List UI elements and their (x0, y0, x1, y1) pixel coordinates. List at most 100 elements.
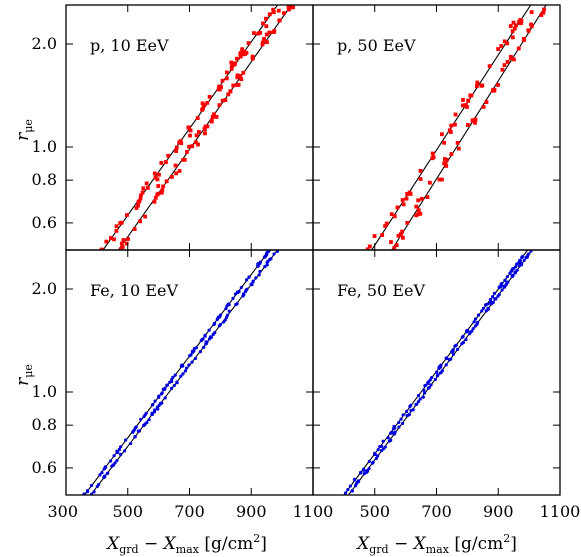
data-point (489, 302, 494, 306)
data-point (471, 327, 475, 331)
data-point (516, 46, 521, 51)
data-point (430, 156, 435, 161)
data-point (173, 163, 178, 168)
x-label-sup: 2 (503, 532, 510, 545)
data-point (416, 208, 421, 213)
data-point (520, 261, 524, 266)
y-tick-label: 2.0 (32, 279, 57, 298)
y-axis-label-r: r (13, 377, 33, 386)
data-point (271, 7, 276, 12)
data-point (240, 47, 245, 52)
x-label-minus: − X (139, 534, 177, 554)
x-tick-label: 700 (174, 502, 205, 521)
data-point (202, 103, 207, 108)
data-point (286, 5, 291, 8)
data-point (256, 31, 261, 36)
data-point (525, 255, 529, 259)
data-point (203, 131, 207, 136)
data-point (224, 76, 229, 81)
data-point (205, 340, 209, 344)
data-point (455, 347, 460, 351)
data-point (140, 190, 145, 195)
panel-label: p, 10 EeV (90, 36, 169, 55)
y-tick-label: 1.0 (32, 382, 57, 401)
data-point (542, 7, 546, 12)
data-point (406, 413, 410, 417)
data-point (264, 24, 269, 29)
data-point (416, 393, 421, 398)
y-axis-label-bottom: rμe (13, 364, 35, 386)
data-point (262, 37, 266, 41)
data-point (380, 444, 384, 448)
data-point (407, 190, 412, 195)
data-point (505, 41, 510, 46)
data-point (174, 171, 179, 176)
data-point (409, 408, 413, 412)
data-point (514, 23, 518, 28)
data-point (233, 292, 238, 296)
data-point (444, 158, 449, 162)
data-point (517, 264, 522, 268)
data-point (219, 85, 224, 89)
data-point (400, 229, 404, 234)
data-point (153, 175, 158, 180)
data-point (376, 448, 380, 452)
data-point (241, 294, 245, 298)
data-point (251, 280, 255, 284)
data-point (179, 374, 183, 378)
data-point (156, 184, 161, 188)
data-point (131, 430, 135, 434)
panel-1: p, 10 EeV 0.6 0.8 1.0 2.0 (32, 4, 314, 251)
data-point (233, 61, 237, 66)
data-point (418, 211, 423, 216)
data-point (235, 302, 239, 306)
data-point (155, 177, 160, 182)
data-point (442, 157, 447, 161)
data-point (172, 383, 176, 388)
data-point (496, 83, 500, 87)
data-point (276, 8, 281, 13)
data-point (514, 270, 518, 274)
data-point (442, 161, 447, 166)
data-point (511, 20, 516, 25)
data-point (502, 39, 507, 44)
data-point (475, 80, 480, 85)
data-point (124, 438, 128, 442)
data-point (272, 10, 276, 14)
data-point (500, 288, 504, 292)
data-point (260, 42, 265, 47)
x-tick-label: 500 (112, 502, 143, 521)
data-point (444, 363, 448, 367)
data-point (414, 402, 418, 407)
data-point (173, 373, 177, 377)
data-point (464, 337, 468, 342)
data-point (401, 413, 405, 417)
data-point (239, 50, 243, 55)
data-point (243, 52, 247, 56)
data-point (160, 391, 164, 395)
data-point (515, 262, 519, 266)
data-point (271, 30, 276, 34)
data-point (419, 196, 424, 201)
data-point (397, 420, 401, 425)
data-point (497, 292, 501, 297)
data-point (496, 47, 501, 51)
data-point (401, 202, 406, 207)
data-point (226, 92, 231, 97)
data-point (145, 185, 150, 190)
data-point (196, 142, 200, 147)
data-point (187, 144, 191, 149)
data-point (111, 463, 115, 467)
data-point (397, 425, 401, 429)
data-point (418, 177, 423, 181)
x-label-close: ] (260, 534, 267, 554)
data-point (217, 84, 221, 89)
data-point (231, 296, 235, 300)
data-point (511, 267, 515, 271)
data-point (202, 345, 206, 350)
data-point (469, 93, 474, 98)
data-point (239, 285, 243, 290)
data-point (229, 66, 234, 71)
data-point (164, 179, 169, 184)
